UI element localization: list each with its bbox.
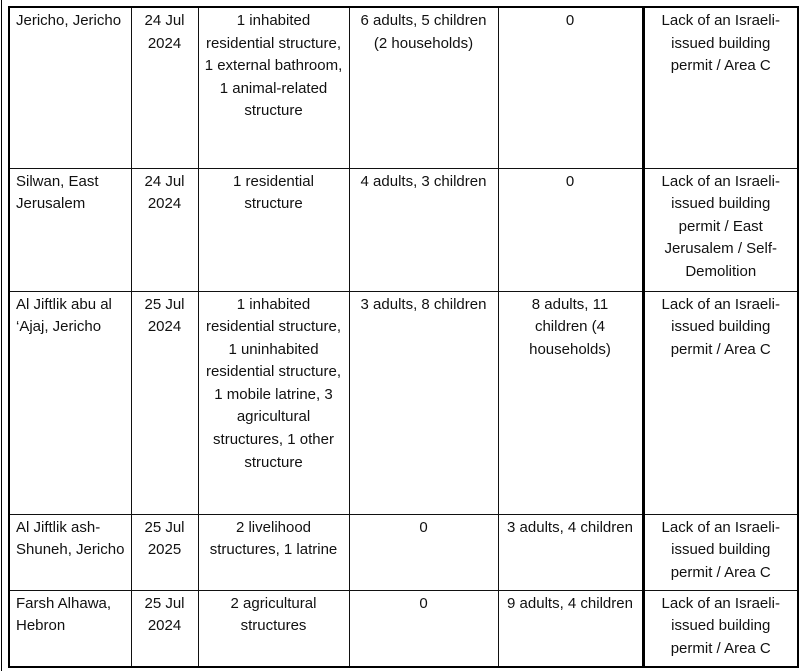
date-cell: 25 Jul 2025 [130, 513, 199, 591]
displaced-cell: 6 adults, 5 children (2 households) [348, 6, 499, 169]
date-cell: 25 Jul 2024 [130, 290, 199, 515]
displaced-cell: 4 adults, 3 children [348, 167, 499, 292]
reason-cell: Lack of an Israeli-issued building permi… [642, 589, 799, 668]
location-cell: Al Jiftlik ash-Shuneh, Jericho [8, 513, 132, 591]
affected-cell: 3 adults, 4 children [497, 513, 645, 591]
affected-cell: 0 [497, 6, 645, 169]
structures-cell: 1 residential structure [197, 167, 350, 292]
location-cell: Al Jiftlik abu al ‘Ajaj, Jericho [8, 290, 132, 515]
reason-cell: Lack of an Israeli-issued building permi… [642, 167, 799, 292]
table-row: Al Jiftlik abu al ‘Ajaj, Jericho 25 Jul 2… [8, 290, 799, 515]
page-edge-line [1, 0, 2, 671]
table-row: Silwan, East Jerusalem 24 Jul 2024 1 resid… [8, 167, 799, 292]
structures-cell: 1 inhabited residential structure, 1 uni… [197, 290, 350, 515]
reason-cell: Lack of an Israeli-issued building permi… [642, 6, 799, 169]
location-cell: Farsh Alhawa, Hebron [8, 589, 132, 668]
displaced-cell: 0 [348, 513, 499, 591]
affected-cell: 8 adults, 11 children (4 households) [497, 290, 645, 515]
date-cell: 24 Jul 2024 [130, 167, 199, 292]
displaced-cell: 0 [348, 589, 499, 668]
date-cell: 24 Jul 2024 [130, 6, 199, 169]
location-cell: Jericho, Jericho [8, 6, 132, 169]
reason-cell: Lack of an Israeli-issued building permi… [642, 513, 799, 591]
affected-cell: 9 adults, 4 children [497, 589, 645, 668]
reason-cell: Lack of an Israeli-issued building permi… [642, 290, 799, 515]
structures-cell: 2 agricultural structures [197, 589, 350, 668]
displaced-cell: 3 adults, 8 children [348, 290, 499, 515]
structures-cell: 1 inhabited residential structure, 1 ext… [197, 6, 350, 169]
structures-cell: 2 livelihood structures, 1 latrine [197, 513, 350, 591]
demolitions-table: Jericho, Jericho 24 Jul 2024 1 inhabited r… [8, 6, 799, 668]
table-row: Jericho, Jericho 24 Jul 2024 1 inhabited r… [8, 6, 799, 169]
table-row: Al Jiftlik ash-Shuneh, Jericho 25 Jul 202… [8, 513, 799, 591]
affected-cell: 0 [497, 167, 645, 292]
table-row: Farsh Alhawa, Hebron 25 Jul 2024 2 agricul… [8, 589, 799, 668]
date-cell: 25 Jul 2024 [130, 589, 199, 668]
location-cell: Silwan, East Jerusalem [8, 167, 132, 292]
